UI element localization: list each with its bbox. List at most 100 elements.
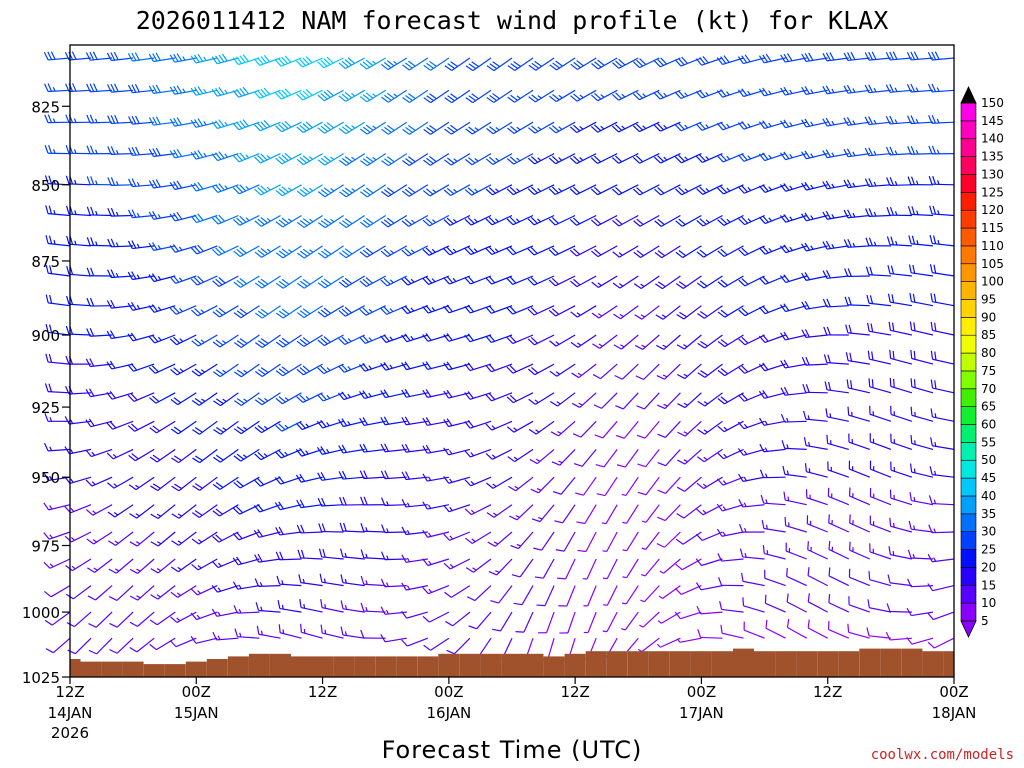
barb-flag: [295, 422, 303, 431]
wind-barb: [65, 83, 92, 93]
wind-barb: [720, 624, 744, 639]
barb-flag: [569, 188, 577, 196]
wind-barb: [907, 115, 934, 125]
barb-flag: [657, 489, 666, 494]
colorbar-label: 120: [981, 203, 1004, 217]
wind-barb: [43, 51, 71, 61]
barb-flag: [86, 145, 91, 154]
barb-shaft: [366, 275, 386, 288]
barb-flag: [212, 371, 221, 378]
barb-shaft: [932, 272, 955, 277]
barb-flag: [212, 510, 220, 517]
barb-flag: [362, 61, 371, 68]
credit-link[interactable]: coolwx.com/models: [871, 747, 1014, 763]
barb-flag: [696, 219, 704, 227]
barb-half-flag: [287, 218, 293, 222]
barb-shaft: [643, 363, 660, 380]
wind-barb: [590, 153, 618, 164]
barb-shaft: [492, 153, 513, 165]
wind-barb: [422, 304, 450, 314]
barb-flag: [849, 541, 851, 551]
wind-barb: [422, 184, 450, 197]
barb-flag: [868, 237, 873, 247]
barb-shaft: [890, 497, 913, 506]
barb-shaft: [868, 302, 891, 307]
barb-flag: [697, 629, 702, 638]
barb-flag: [343, 522, 347, 532]
barb-flag: [510, 125, 518, 133]
barb-shaft: [386, 305, 408, 315]
barb-flag: [233, 481, 241, 489]
barb-half-flag: [872, 438, 875, 443]
barb-flag: [780, 360, 786, 369]
barb-flag: [387, 156, 395, 163]
barb-flag: [197, 53, 204, 62]
barb-flag: [597, 59, 605, 66]
colorbar-bin: [960, 299, 977, 318]
colorbar-bin: [960, 584, 977, 604]
barb-shaft: [472, 57, 492, 72]
wind-barb: [320, 599, 344, 613]
barb-shaft: [742, 476, 765, 482]
barb-flag: [257, 187, 265, 194]
x-tick-time: 12Z: [813, 683, 842, 701]
barb-half-flag: [764, 473, 768, 478]
barb-flag: [807, 593, 810, 602]
barb-shaft: [90, 214, 113, 217]
barb-flag: [305, 121, 313, 129]
barb-flag: [254, 426, 262, 434]
surface-column: [585, 651, 607, 677]
barb-flag: [531, 94, 539, 101]
barb-flag: [844, 296, 849, 306]
barb-flag: [848, 296, 852, 306]
barb-half-flag: [726, 123, 730, 128]
barb-flag: [450, 61, 458, 68]
barb-flag: [843, 179, 849, 188]
wind-barb: [533, 531, 555, 551]
wind-barb: [464, 504, 492, 516]
barb-flag: [131, 271, 137, 280]
barb-shaft: [684, 476, 702, 492]
barb-shaft: [429, 611, 450, 623]
wind-barb: [465, 153, 492, 166]
barb-shaft: [198, 392, 218, 406]
barb-shaft: [471, 531, 492, 544]
barb-flag: [344, 218, 353, 225]
barb-flag: [657, 461, 666, 467]
barb-flag: [66, 235, 70, 245]
barb-shaft: [806, 275, 828, 281]
barb-shaft: [523, 611, 534, 633]
colorbar-label: 105: [981, 257, 1004, 271]
wind-barb: [380, 275, 408, 287]
barb-flag: [885, 631, 891, 641]
wind-barb: [300, 623, 323, 639]
barb-half-flag: [830, 466, 832, 472]
wind-barb: [822, 240, 849, 250]
barb-flag: [212, 535, 220, 543]
wind-barb: [569, 153, 597, 165]
barb-shaft: [512, 245, 534, 256]
barb-shaft: [384, 476, 407, 480]
barb-shaft: [536, 448, 555, 465]
barb-flag: [850, 51, 856, 60]
barb-flag: [443, 533, 450, 541]
barb-flag: [868, 51, 874, 61]
barb-half-flag: [852, 151, 856, 156]
wind-barb: [127, 363, 155, 372]
barb-flag: [215, 278, 223, 286]
barb-flag: [401, 554, 407, 563]
barb-shaft: [516, 504, 534, 521]
barb-flag: [443, 562, 451, 570]
barb-shaft: [448, 476, 471, 484]
barb-flag: [425, 389, 432, 397]
barb-flag: [148, 305, 155, 313]
barb-shaft: [869, 551, 892, 560]
wind-barb: [486, 476, 513, 489]
barb-flag: [401, 220, 410, 227]
barb-shaft: [597, 214, 618, 227]
barb-flag: [443, 334, 450, 342]
barb-half-flag: [933, 528, 937, 533]
wind-barb: [569, 214, 597, 226]
barb-flag: [828, 514, 830, 523]
wind-barb: [780, 413, 807, 423]
